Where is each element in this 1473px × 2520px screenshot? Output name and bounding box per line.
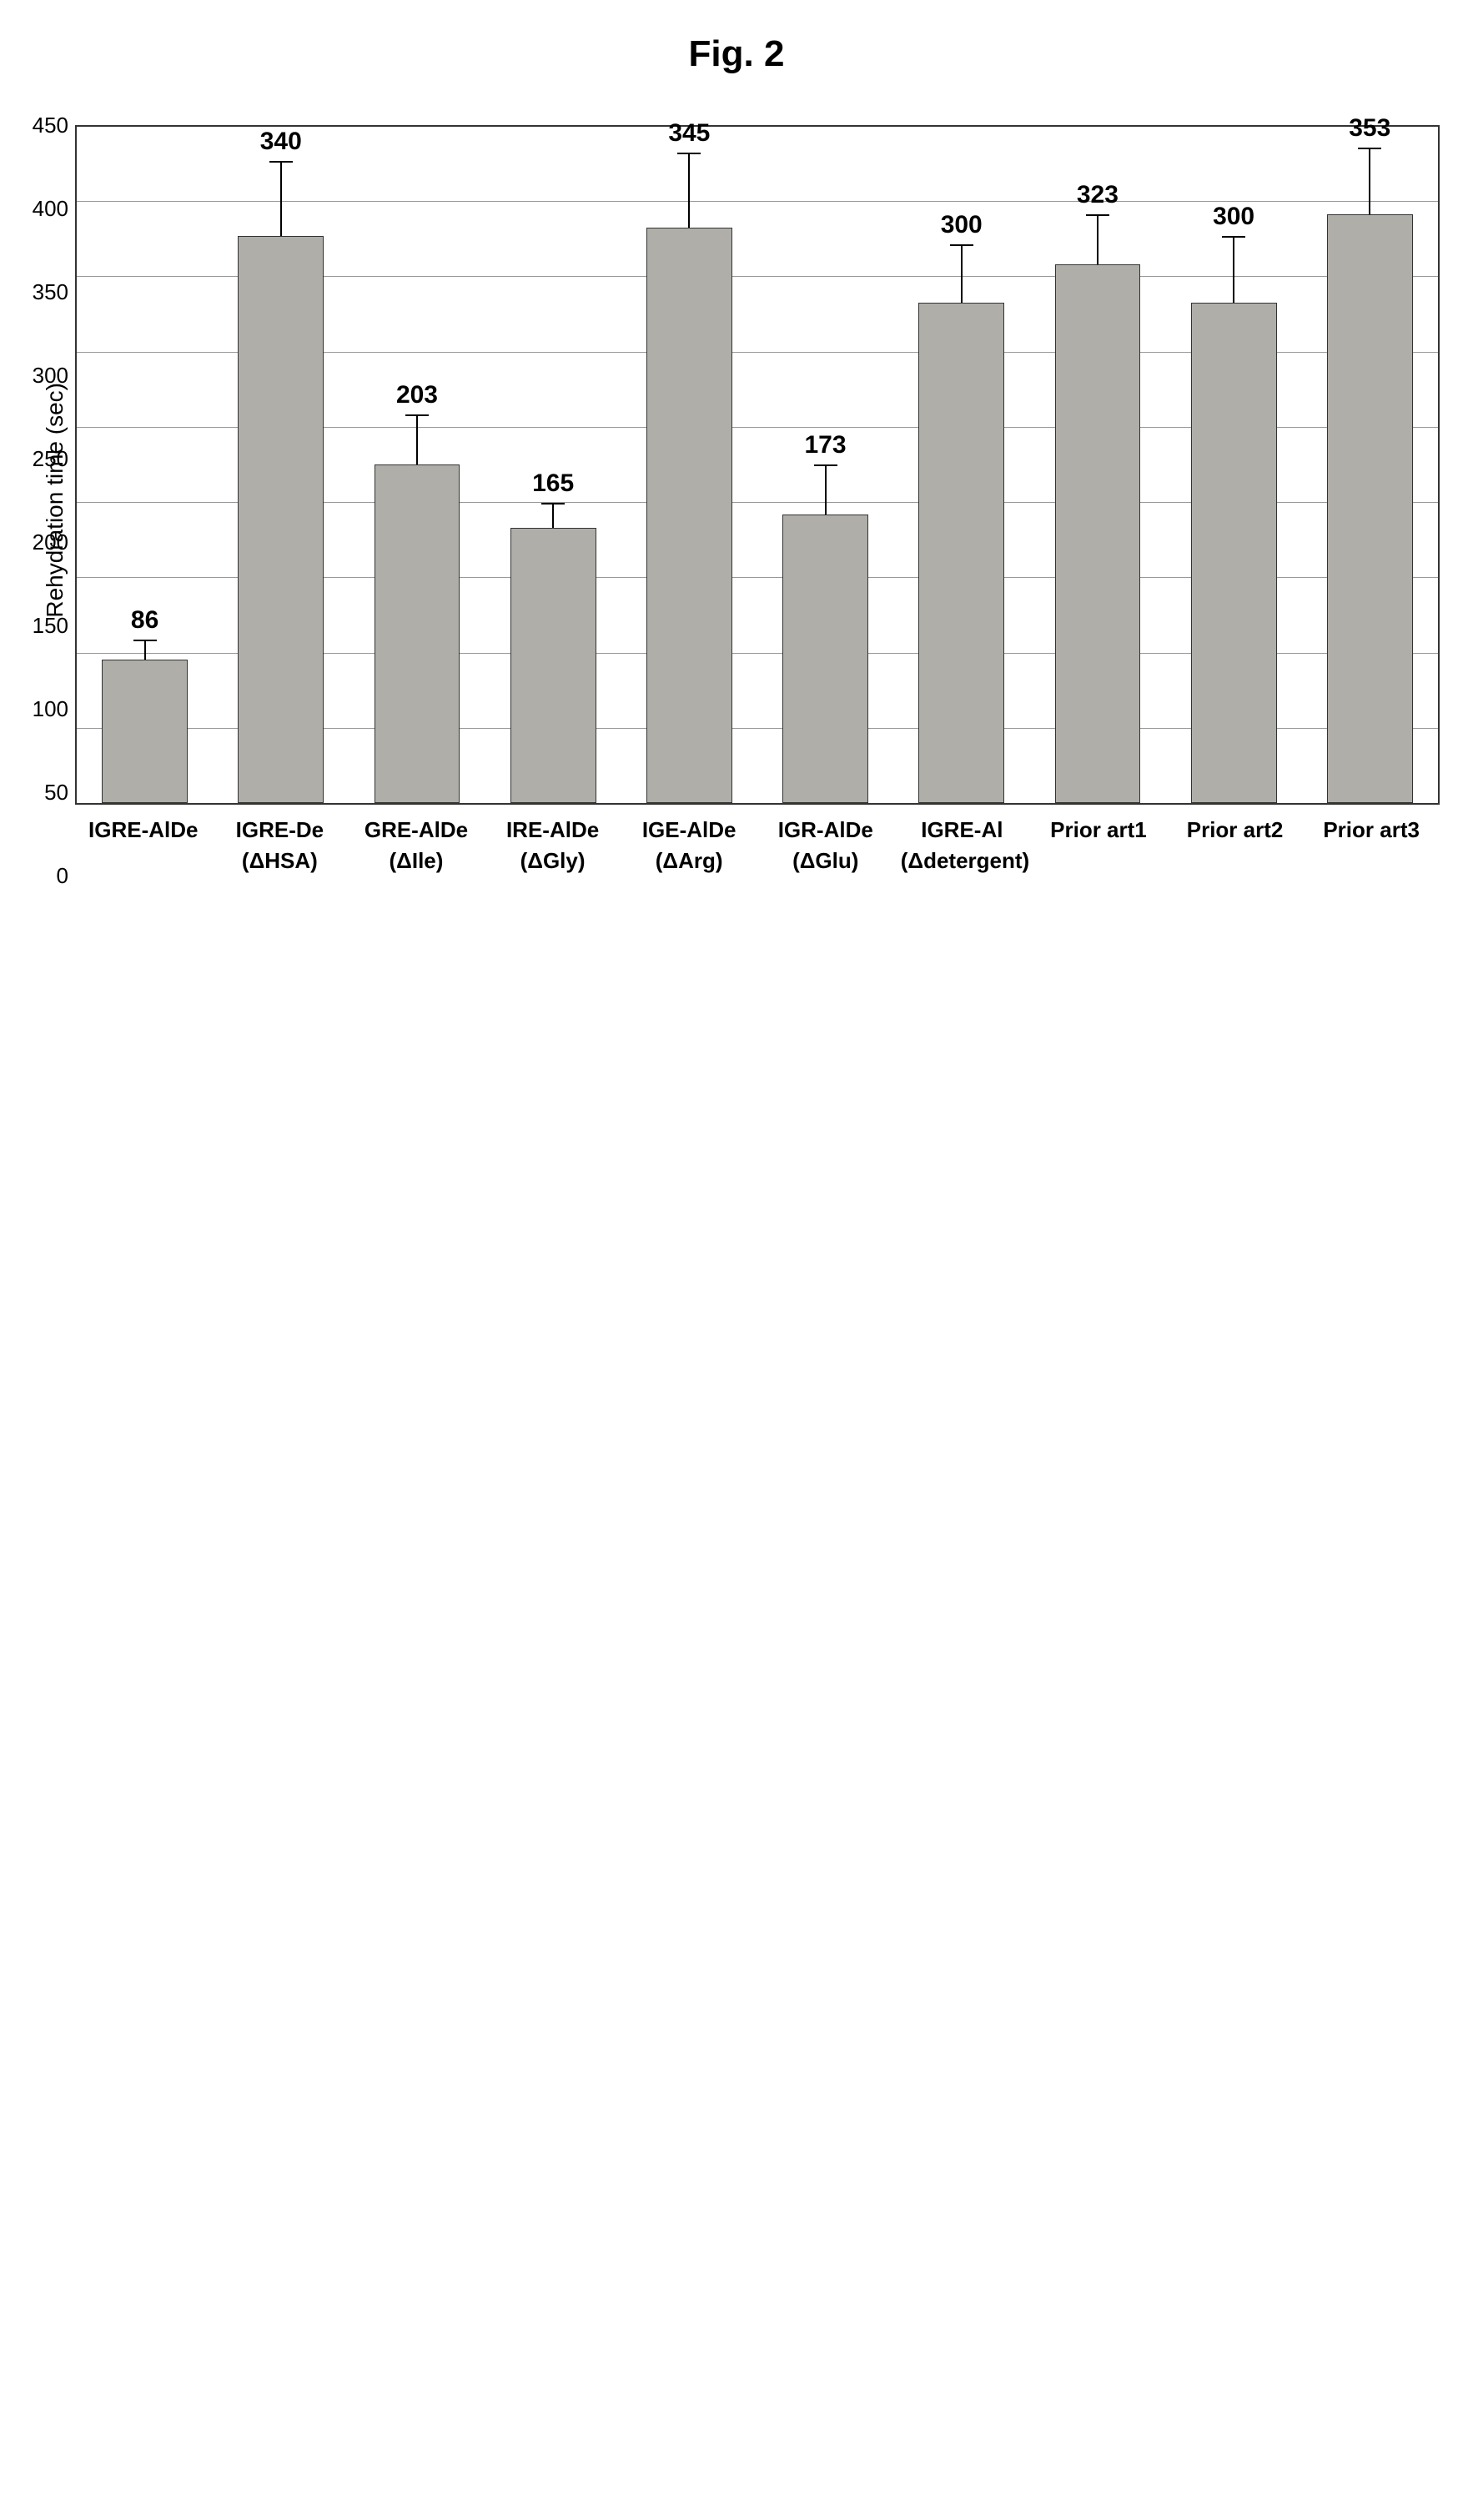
- error-cap-icon: [133, 640, 157, 641]
- x-tick-label: Prior art2: [1174, 815, 1296, 876]
- x-tick-label: IRE-AlDe (ΔGly): [491, 815, 614, 876]
- bar: [375, 464, 460, 803]
- y-axis: 450400350300250200150100500: [68, 125, 75, 876]
- x-tick-label: IGRE-De (ΔHSA): [219, 815, 341, 876]
- bar-value-label: 165: [532, 469, 574, 498]
- x-tick-label: Prior art3: [1310, 815, 1433, 876]
- bar: [782, 515, 868, 803]
- bar: [102, 660, 188, 803]
- bar-slot: 300: [1173, 203, 1295, 803]
- bar: [1055, 264, 1141, 803]
- x-tick-label: IGR-AlDe (ΔGlu): [764, 815, 887, 876]
- error-cap-icon: [1086, 214, 1109, 216]
- x-tick-sub: (ΔIle): [354, 846, 477, 876]
- figure: Fig. 2 Rehydration time (sec) 4504003503…: [33, 33, 1440, 876]
- bars-layer: 86340203165345173300323300353: [77, 127, 1438, 803]
- x-axis: IGRE-AlDe IGRE-De (ΔHSA) GRE-AlDe (ΔIle) IRE-…: [75, 815, 1440, 876]
- x-tick-main: Prior art3: [1323, 817, 1420, 842]
- x-tick-sub: (ΔGly): [491, 846, 614, 876]
- bar-value-label: 340: [260, 128, 302, 156]
- error-cap-icon: [269, 161, 293, 163]
- bar: [646, 228, 732, 803]
- bar-slot: 340: [219, 128, 342, 803]
- x-tick-label: IGE-AlDe (ΔArg): [628, 815, 751, 876]
- x-tick-sub: (ΔArg): [628, 846, 751, 876]
- x-tick-main: IGR-AlDe: [778, 817, 873, 842]
- error-cap-icon: [541, 503, 565, 505]
- chart: Rehydration time (sec) 45040035030025020…: [33, 125, 1440, 876]
- bar-value-label: 173: [805, 431, 847, 459]
- bar-value-label: 353: [1349, 114, 1390, 143]
- bar-slot: 323: [1036, 181, 1159, 803]
- x-tick-main: Prior art1: [1050, 817, 1147, 842]
- x-tick-sub: (Δdetergent): [901, 846, 1023, 876]
- x-tick-sub: (ΔHSA): [219, 846, 341, 876]
- error-cap-icon: [1222, 236, 1245, 238]
- bar-slot: 173: [764, 431, 887, 803]
- bar-slot: 86: [83, 606, 206, 803]
- error-cap-icon: [814, 464, 837, 466]
- x-tick-label: GRE-AlDe (ΔIle): [354, 815, 477, 876]
- x-tick-main: IGE-AlDe: [642, 817, 736, 842]
- error-cap-icon: [950, 244, 973, 246]
- y-axis-label: Rehydration time (sec): [33, 383, 68, 618]
- error-cap-icon: [677, 153, 701, 154]
- bar-slot: 353: [1309, 114, 1431, 803]
- bar: [918, 303, 1004, 803]
- error-cap-icon: [1358, 148, 1381, 149]
- plot-area: 86340203165345173300323300353: [75, 125, 1440, 805]
- bar-value-label: 86: [131, 606, 158, 635]
- x-tick-label: IGRE-Al (Δdetergent): [901, 815, 1023, 876]
- bar-value-label: 323: [1077, 181, 1119, 209]
- x-tick-sub: (ΔGlu): [764, 846, 887, 876]
- bar: [1327, 214, 1413, 803]
- bar-value-label: 203: [396, 381, 438, 409]
- x-tick-main: IRE-AlDe: [506, 817, 599, 842]
- bar: [238, 236, 324, 803]
- x-tick-label: Prior art1: [1037, 815, 1159, 876]
- x-tick-label: IGRE-AlDe: [82, 815, 204, 876]
- error-cap-icon: [405, 414, 429, 416]
- bar: [1191, 303, 1277, 803]
- x-tick-main: GRE-AlDe: [364, 817, 468, 842]
- bar-value-label: 345: [668, 119, 710, 148]
- bar-slot: 203: [356, 381, 479, 803]
- bar-value-label: 300: [941, 211, 983, 239]
- bar-slot: 345: [628, 119, 751, 803]
- bar-value-label: 300: [1213, 203, 1254, 231]
- bar-slot: 300: [900, 211, 1023, 803]
- x-tick-main: IGRE-De: [236, 817, 324, 842]
- x-tick-main: IGRE-Al: [921, 817, 1003, 842]
- x-tick-main: IGRE-AlDe: [88, 817, 198, 842]
- figure-title: Fig. 2: [33, 33, 1440, 75]
- bar-slot: 165: [492, 469, 615, 803]
- bar: [510, 528, 596, 803]
- x-tick-main: Prior art2: [1187, 817, 1284, 842]
